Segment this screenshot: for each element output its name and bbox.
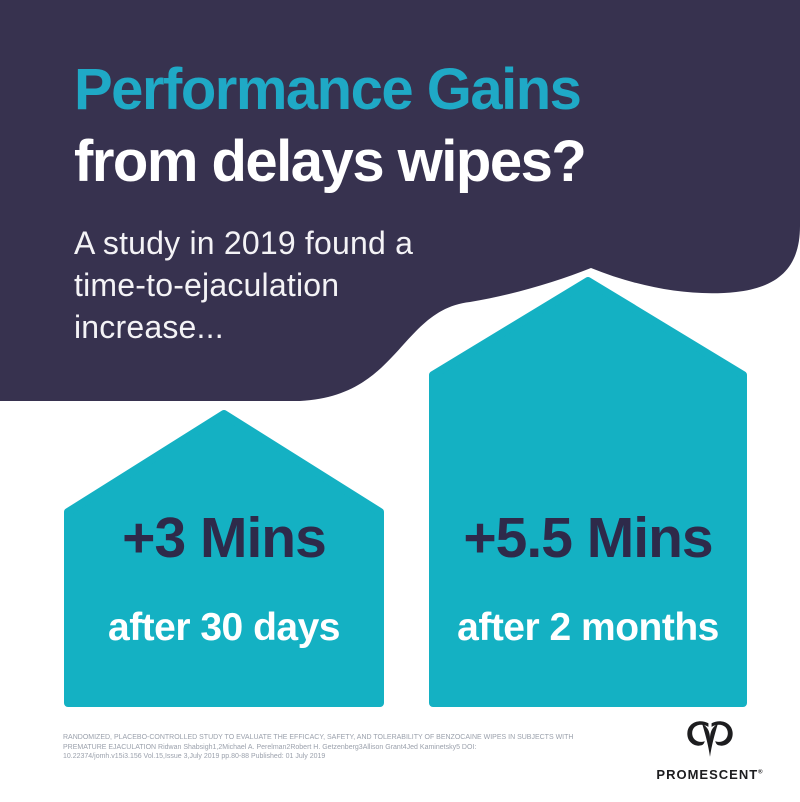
study-citation: RANDOMIZED, PLACEBO-CONTROLLED STUDY TO … <box>63 733 623 762</box>
title-line-1: Performance Gains <box>74 57 582 122</box>
promescent-logo: PROMESCENT® <box>645 718 775 782</box>
subtitle: A study in 2019 found a time-to-ejaculat… <box>74 222 734 348</box>
page-title: Performance Gains from delays wipes? <box>74 54 734 198</box>
brand-wordmark: PROMESCENT® <box>645 767 775 782</box>
stat-value-2-months: +5.5 Mins <box>463 506 713 570</box>
stat-shape-after-30-days <box>64 410 384 707</box>
subtitle-line-3: increase... <box>74 309 224 345</box>
brand-text: PROMESCENT <box>656 767 759 782</box>
registered-mark: ® <box>758 769 764 776</box>
citation-line-1: RANDOMIZED, PLACEBO-CONTROLLED STUDY TO … <box>63 734 574 741</box>
subtitle-line-2: time-to-ejaculation <box>74 267 340 303</box>
stat-after-30-days: +3 Mins after 30 days <box>65 508 383 668</box>
stat-shape-after-2-months <box>429 277 747 707</box>
stat-after-2-months: +5.5 Mins after 2 months <box>430 508 746 668</box>
ram-horns-icon <box>687 721 733 757</box>
stat-label-30-days: after 30 days <box>108 606 340 649</box>
subtitle-line-1: A study in 2019 found a <box>74 225 414 261</box>
title-line-2: from delays wipes? <box>74 129 587 194</box>
citation-line-3: 10.22374/jomh.v15i3.156 Vol.15,Issue 3,J… <box>63 753 326 761</box>
citation-line-2: PREMATURE EJACULATION Ridwan Shabsigh1,2… <box>63 743 477 751</box>
header: Performance Gains from delays wipes? A s… <box>74 54 734 348</box>
stat-value-30-days: +3 Mins <box>122 506 327 570</box>
header-background-blob <box>0 0 800 401</box>
stat-label-2-months: after 2 months <box>457 606 719 649</box>
